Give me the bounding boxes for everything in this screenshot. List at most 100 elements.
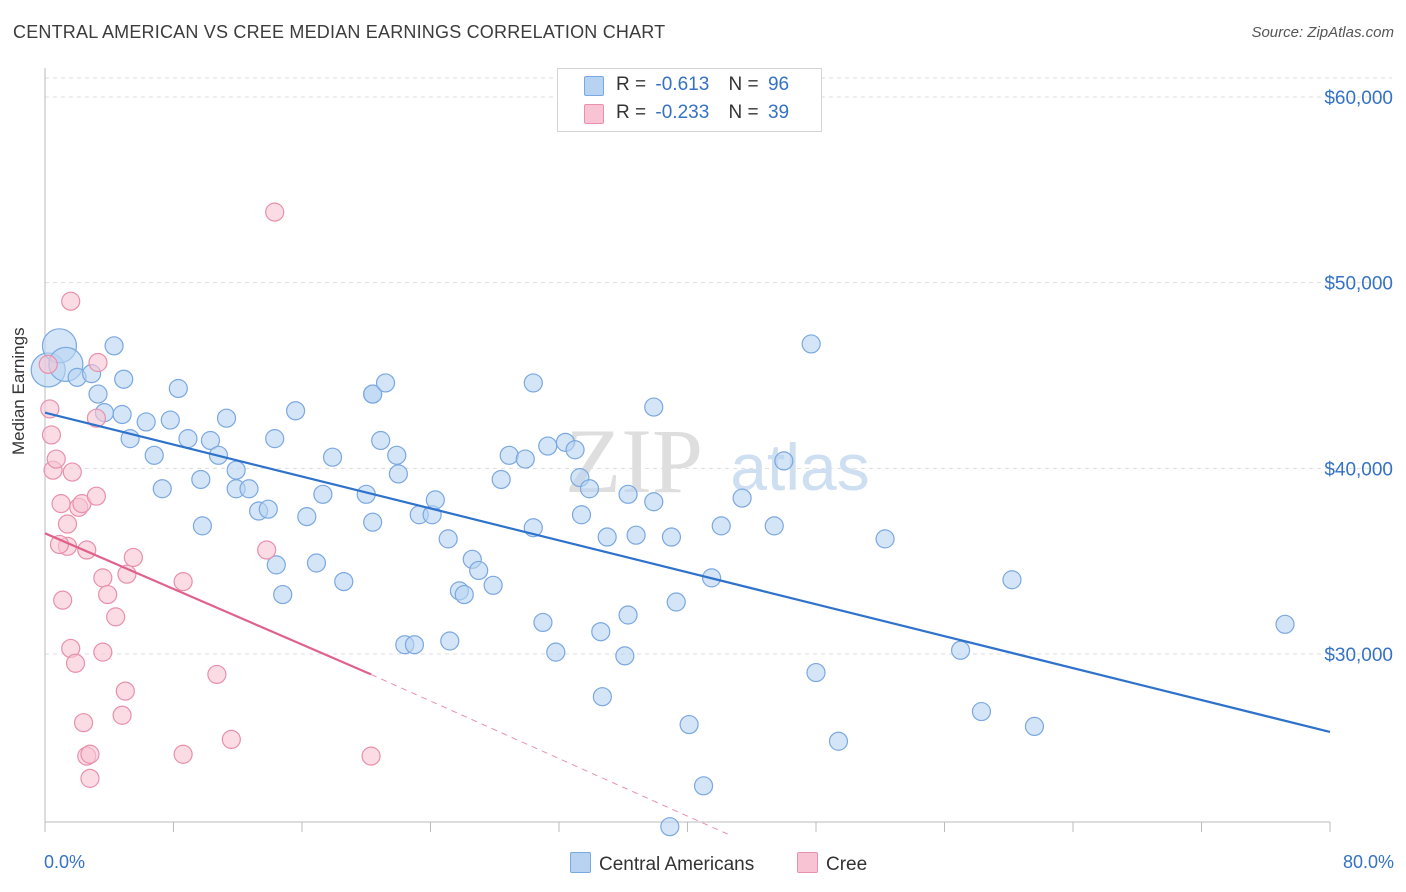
central-american-point (387, 445, 407, 465)
central-american-point (591, 622, 611, 642)
central-american-point (693, 776, 714, 796)
central-american-point (626, 525, 646, 545)
central-american-point (266, 555, 286, 575)
cree-point (207, 664, 227, 685)
central-american-point (597, 527, 617, 547)
central-american-point (104, 336, 124, 356)
cree-point (53, 590, 73, 610)
cree-n-label: N = (728, 102, 759, 123)
cree-swatch-icon (584, 104, 604, 124)
central-american-point (1002, 570, 1022, 590)
central-american-point (178, 429, 198, 449)
y-tick-label: $30,000 (1324, 645, 1393, 666)
central-american-point (112, 404, 132, 425)
central-american-point (425, 490, 445, 510)
stats-legend: R = -0.613 N = 96 R = -0.233 N = 39 (557, 68, 822, 132)
cree-point (51, 494, 71, 514)
central-swatch-icon (584, 76, 604, 96)
central-american-point (660, 817, 680, 837)
central-legend-swatch-icon (570, 852, 591, 873)
cree-point (173, 744, 193, 764)
central-american-point (144, 445, 164, 465)
central-american-point (160, 410, 180, 430)
cree-point (93, 642, 113, 662)
cree-r-value: -0.233 (655, 102, 710, 123)
central-american-point (950, 640, 971, 660)
central-american-point (565, 440, 585, 460)
cree-point (49, 534, 70, 555)
central-american-point (216, 408, 237, 428)
central-american-point (285, 401, 306, 421)
central-american-point (152, 479, 172, 499)
source-label: Source: ZipAtlas.com (1251, 24, 1394, 41)
central-american-point (538, 436, 558, 456)
central-american-point (499, 445, 519, 465)
cree-point (73, 713, 94, 733)
x-tick-max: 80.0% (1342, 852, 1394, 872)
central-american-point (371, 430, 391, 451)
central-r-value: -0.613 (655, 74, 710, 95)
central-american-point (483, 575, 503, 595)
central-american-point (1024, 716, 1045, 737)
cree-point (41, 425, 62, 445)
cree-point (361, 746, 381, 766)
y-tick-label: $60,000 (1324, 88, 1393, 109)
cree-trend-line (44, 532, 372, 676)
central-american-point (618, 605, 638, 625)
central-american-point (404, 635, 425, 655)
central-american-point (1275, 614, 1295, 634)
central-american-point (491, 469, 511, 490)
central-american-point (363, 384, 383, 404)
cree-point (106, 607, 126, 627)
cree-point (115, 681, 135, 701)
central-american-point (764, 516, 784, 536)
central-american-point (239, 479, 259, 499)
cree-point (86, 486, 107, 506)
cree-n-value: 39 (767, 102, 790, 123)
central-american-point (679, 714, 699, 735)
central-american-point (546, 642, 566, 662)
central-n-value: 96 (767, 74, 790, 95)
central-american-point (615, 646, 635, 666)
cree-point (112, 705, 132, 725)
central-american-point (258, 499, 278, 519)
watermark-atlas: atlas (730, 430, 869, 504)
central-american-point (192, 516, 213, 536)
central-trend-line (44, 411, 1331, 734)
central-american-point (515, 449, 535, 469)
central-american-point (363, 512, 383, 532)
central-american-point (297, 507, 317, 527)
cree-point (38, 354, 58, 374)
central-american-point (168, 378, 188, 399)
cree-point (61, 291, 81, 311)
cree-point (65, 653, 86, 673)
central-american-point (136, 412, 156, 432)
central-american-point (644, 397, 664, 417)
cree-point (98, 584, 118, 605)
central-american-point (828, 731, 849, 751)
cree-legend-swatch-icon (797, 852, 818, 873)
cree-point (257, 540, 277, 560)
central-american-point (334, 571, 354, 592)
cree-point (221, 729, 241, 750)
central-n-label: N = (728, 74, 759, 95)
central-american-point (971, 701, 992, 722)
cree-point (173, 571, 193, 592)
central-american-point (313, 484, 333, 504)
cree-trend-extension (370, 673, 728, 835)
central-american-point (375, 373, 396, 393)
cree-point (57, 514, 78, 534)
cree-point (77, 540, 97, 560)
cree-point (93, 568, 113, 588)
central-american-point (732, 488, 752, 508)
legend-item-central-americans[interactable]: Central Americans (570, 852, 754, 876)
central-american-point (618, 484, 638, 504)
cree-point (265, 202, 285, 222)
cree-point (86, 408, 107, 428)
legend-item-cree[interactable]: Cree (797, 852, 867, 876)
y-tick-label: $50,000 (1324, 274, 1393, 295)
central-american-point (88, 384, 108, 404)
zipatlas-watermark: ZIP atlas (565, 410, 870, 512)
cree-point (80, 768, 100, 788)
